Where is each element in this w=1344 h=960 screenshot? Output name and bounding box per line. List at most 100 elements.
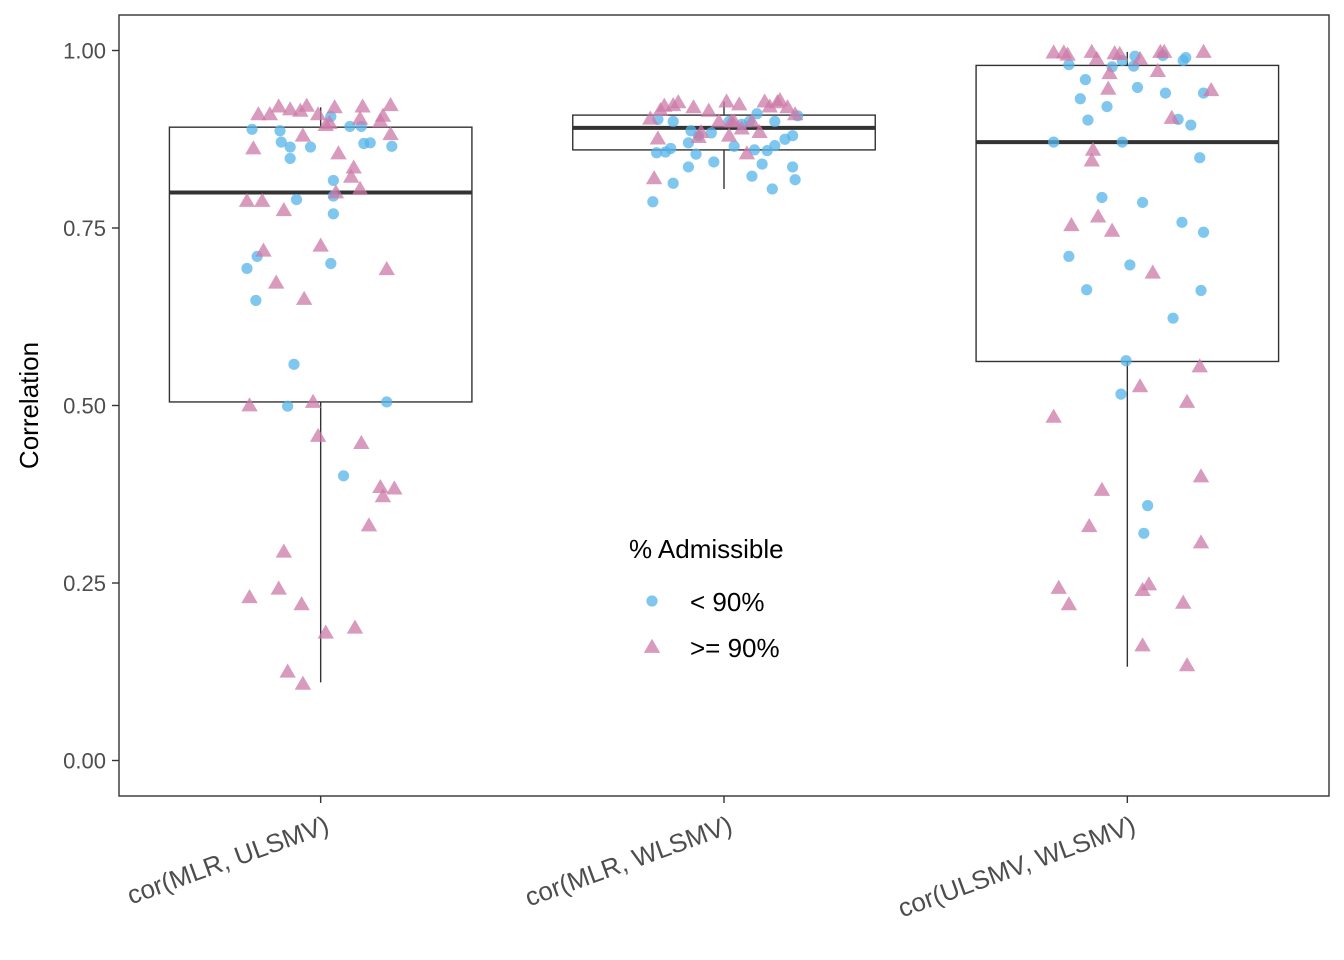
y-tick-label: 0.00 (63, 749, 106, 774)
data-point-above-90 (298, 97, 315, 112)
data-point-above-90 (312, 237, 329, 252)
data-point-below-90 (284, 152, 296, 165)
data-point-above-90 (245, 140, 262, 155)
data-point-above-90 (304, 393, 322, 408)
data-point-above-90 (1100, 80, 1117, 95)
data-point-above-90 (786, 106, 804, 121)
y-tick-label: 0.50 (63, 394, 106, 419)
data-point-above-90 (374, 107, 392, 122)
data-point-below-90 (1063, 59, 1075, 71)
data-point-below-90 (746, 170, 758, 182)
data-point-below-90 (766, 183, 778, 195)
data-point-below-90 (1074, 93, 1086, 105)
data-point-above-90 (1131, 50, 1149, 65)
data-point-above-90 (353, 434, 370, 450)
legend: % Admissible < 90% >= 90% (629, 534, 784, 663)
y-axis: 0.00 0.25 0.50 0.75 1.00 (63, 39, 119, 774)
data-point-above-90 (330, 145, 347, 160)
data-point-above-90 (281, 101, 299, 116)
data-point-below-90 (1195, 284, 1207, 297)
data-point-above-90 (1149, 62, 1167, 77)
data-point-above-90 (386, 480, 403, 495)
data-point-above-90 (241, 397, 258, 412)
data-point-below-90 (1138, 527, 1150, 539)
data-point-above-90 (309, 427, 327, 442)
data-point-below-90 (728, 140, 740, 152)
data-point-below-90 (327, 174, 339, 187)
data-point-above-90 (731, 96, 748, 111)
data-point-above-90 (1081, 518, 1098, 533)
data-point-below-90 (1167, 312, 1179, 324)
data-point-above-90 (738, 145, 756, 160)
data-point-below-90 (769, 115, 781, 128)
data-point-above-90 (1178, 657, 1196, 672)
data-point-below-90 (751, 108, 763, 120)
data-point-above-90 (270, 580, 287, 595)
data-point-above-90 (327, 184, 345, 199)
data-point-above-90 (255, 242, 272, 257)
data-point-below-90 (1159, 87, 1172, 99)
data-point-above-90 (1192, 534, 1210, 549)
data-point-below-90 (1048, 136, 1060, 148)
data-point-below-90 (274, 125, 286, 137)
jitter-points (238, 43, 1220, 690)
data-point-above-90 (1050, 579, 1067, 594)
data-point-above-90 (1063, 216, 1080, 232)
data-point-above-90 (342, 168, 360, 183)
data-point-above-90 (645, 170, 663, 185)
data-point-below-90 (682, 161, 695, 173)
data-point-below-90 (282, 400, 294, 412)
y-axis-title: Correlation (14, 342, 44, 469)
data-point-above-90 (1088, 50, 1106, 65)
y-tick-label: 0.75 (63, 216, 106, 241)
data-point-below-90 (1136, 196, 1149, 209)
data-point-above-90 (374, 488, 392, 503)
data-point-above-90 (241, 589, 258, 604)
data-point-below-90 (708, 156, 720, 168)
data-point-above-90 (720, 127, 738, 142)
boxplot (168, 107, 473, 683)
y-tick-label: 1.00 (63, 39, 106, 64)
data-point-above-90 (1101, 65, 1118, 80)
data-point-above-90 (1195, 43, 1212, 58)
data-point-above-90 (294, 675, 312, 690)
data-point-above-90 (279, 663, 296, 678)
data-point-above-90 (1202, 82, 1220, 97)
data-point-below-90 (705, 127, 717, 139)
data-point-above-90 (1144, 264, 1161, 279)
data-point-above-90 (270, 98, 287, 113)
data-point-below-90 (769, 140, 781, 152)
data-point-above-90 (351, 180, 369, 195)
data-point-below-90 (756, 158, 768, 170)
data-point-above-90 (360, 517, 378, 532)
data-point-above-90 (685, 99, 702, 114)
data-point-above-90 (275, 202, 293, 217)
data-point-above-90 (351, 110, 369, 125)
data-point-above-90 (261, 106, 279, 121)
data-point-above-90 (267, 274, 285, 289)
data-point-above-90 (1192, 468, 1210, 483)
data-point-below-90 (1131, 81, 1144, 94)
data-point-above-90 (733, 120, 750, 135)
data-point-above-90 (761, 98, 778, 113)
data-point-below-90 (1197, 226, 1210, 238)
data-point-below-90 (386, 140, 398, 152)
data-point-below-90 (290, 194, 303, 206)
data-point-above-90 (725, 113, 743, 128)
data-point-below-90 (1063, 250, 1075, 262)
data-point-below-90 (325, 257, 337, 270)
data-point-below-90 (682, 137, 695, 149)
data-point-below-90 (1081, 284, 1093, 296)
legend-title: % Admissible (629, 534, 784, 564)
data-point-below-90 (246, 123, 258, 135)
data-point-above-90 (250, 106, 267, 121)
data-point-above-90 (345, 159, 362, 174)
data-point-above-90 (751, 123, 768, 139)
data-point-below-90 (748, 144, 761, 156)
data-point-above-90 (1111, 45, 1128, 60)
data-point-above-90 (346, 619, 364, 634)
data-point-below-90 (667, 115, 679, 128)
data-point-below-90 (1101, 100, 1113, 113)
data-point-below-90 (327, 208, 339, 220)
data-point-below-90 (337, 470, 350, 482)
